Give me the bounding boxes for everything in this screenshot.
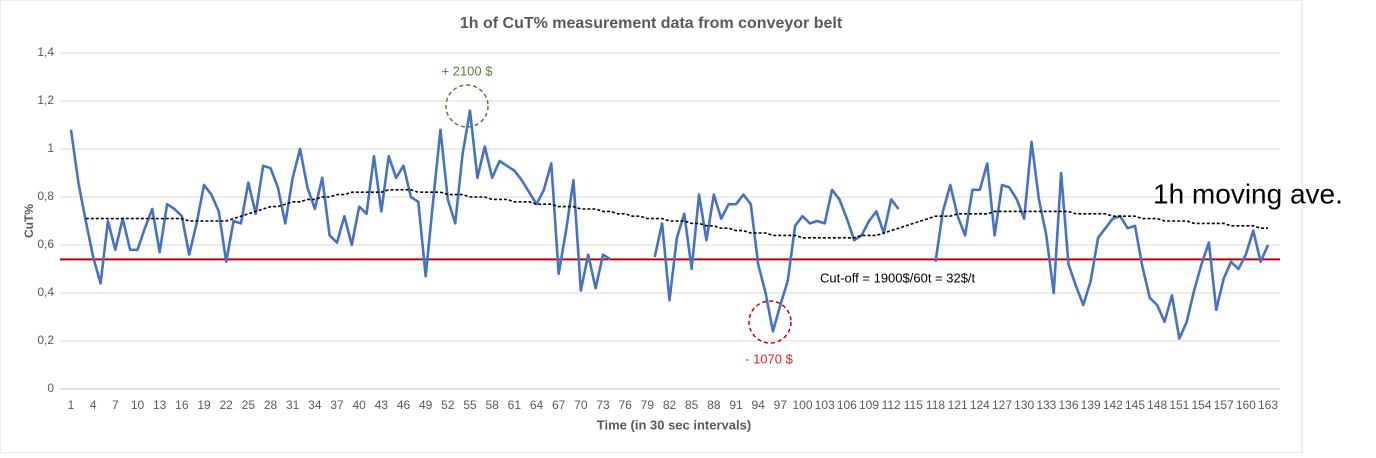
annotation-circle — [748, 300, 792, 344]
y-tick-label: 0,4 — [37, 285, 54, 299]
x-tick-label: 106 — [837, 398, 857, 412]
annotation-circle — [445, 84, 489, 128]
x-tick-label: 16 — [175, 398, 189, 412]
y-tick-label: 0,6 — [37, 237, 54, 251]
x-tick-label: 97 — [774, 398, 788, 412]
x-tick-label: 163 — [1258, 398, 1278, 412]
x-tick-label: 127 — [992, 398, 1012, 412]
x-tick-label: 52 — [441, 398, 455, 412]
x-tick-label: 115 — [904, 398, 923, 412]
y-tick-label: 1,2 — [37, 93, 54, 107]
x-tick-label: 40 — [352, 398, 366, 412]
series-label: 1h moving ave. — [1153, 178, 1343, 209]
x-tick-label: 136 — [1058, 398, 1078, 412]
x-tick-label: 139 — [1081, 398, 1101, 412]
y-tick-label: 1,4 — [37, 45, 54, 59]
x-tick-label: 142 — [1103, 398, 1123, 412]
x-tick-label: 85 — [685, 398, 699, 412]
x-tick-label: 160 — [1236, 398, 1256, 412]
x-tick-label: 91 — [729, 398, 743, 412]
x-tick-label: 124 — [970, 398, 990, 412]
x-tick-label: 76 — [618, 398, 632, 412]
x-tick-label: 64 — [530, 398, 544, 412]
chart-title: 1h of CuT% measurement data from conveyo… — [460, 15, 843, 32]
x-axis-title: Time (in 30 sec intervals) — [597, 417, 751, 432]
cutoff-label: Cut-off = 1900$/60t = 32$/t — [820, 270, 976, 285]
data-line — [69, 109, 1270, 340]
annotation: + 2100 $ — [442, 63, 494, 78]
x-tick-label: 157 — [1214, 398, 1234, 412]
x-tick-label: 22 — [219, 398, 233, 412]
x-tick-label: 94 — [751, 398, 765, 412]
x-tick-label: 70 — [574, 398, 588, 412]
x-tick-label: 28 — [264, 398, 278, 412]
x-tick-label: 43 — [375, 398, 389, 412]
chart-frame — [0, 0, 1303, 454]
x-tick-label: 7 — [112, 398, 119, 412]
x-tick-label: 10 — [131, 398, 145, 412]
x-tick-label: 67 — [552, 398, 566, 412]
annotation: - 1070 $ — [745, 351, 793, 366]
x-tick-label: 100 — [792, 398, 812, 412]
x-tick-label: 145 — [1125, 398, 1145, 412]
x-tick-label: 103 — [815, 398, 835, 412]
x-tick-label: 1 — [68, 398, 75, 412]
x-tick-label: 25 — [242, 398, 256, 412]
x-tick-label: 31 — [286, 398, 300, 412]
x-tick-label: 118 — [926, 398, 945, 412]
x-tick-label: 79 — [641, 398, 655, 412]
y-tick-label: 0,8 — [37, 189, 54, 203]
x-tick-label: 73 — [596, 398, 610, 412]
x-tick-label: 130 — [1014, 398, 1034, 412]
y-tick-label: 0 — [47, 381, 54, 395]
x-tick-label: 37 — [330, 398, 344, 412]
x-tick-label: 19 — [197, 398, 211, 412]
x-tick-label: 109 — [859, 398, 879, 412]
y-axis-title: CuT% — [22, 204, 36, 238]
x-tick-label: 133 — [1036, 398, 1056, 412]
x-tick-label: 61 — [508, 398, 522, 412]
x-tick-label: 88 — [707, 398, 721, 412]
y-tick-label: 1 — [47, 141, 54, 155]
x-tick-label: 58 — [485, 398, 499, 412]
x-tick-label: 55 — [463, 398, 477, 412]
x-tick-label: 154 — [1191, 398, 1211, 412]
x-tick-label: 121 — [948, 398, 968, 412]
x-tick-label: 46 — [397, 398, 411, 412]
x-tick-label: 148 — [1147, 398, 1167, 412]
moving-average-line — [85, 189, 1268, 239]
x-tick-label: 34 — [308, 398, 322, 412]
x-tick-label: 151 — [1169, 398, 1189, 412]
y-tick-label: 0,2 — [37, 333, 54, 347]
x-tick-label: 82 — [663, 398, 677, 412]
x-tick-label: 4 — [90, 398, 97, 412]
x-tick-label: 13 — [153, 398, 167, 412]
x-tick-label: 49 — [419, 398, 433, 412]
x-tick-label: 112 — [882, 398, 901, 412]
